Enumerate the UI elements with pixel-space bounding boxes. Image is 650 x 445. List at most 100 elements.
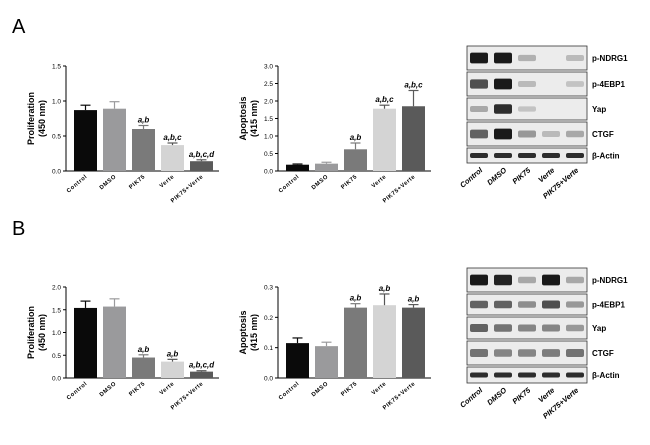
x-tick-label: DMSO bbox=[99, 381, 118, 398]
blot-band bbox=[518, 106, 536, 112]
bar-control bbox=[74, 307, 97, 378]
y-tick-label: 0.2 bbox=[264, 315, 273, 322]
x-tick-label: Control bbox=[278, 174, 301, 195]
bar-pik75 bbox=[132, 357, 155, 378]
blot-protein-label: Yap bbox=[592, 324, 606, 333]
bar-chart-b-proliferation: 0.0 0.5 1.0 1.5 2.0 Proliferation (450 nm) Cont… bbox=[26, 285, 219, 411]
blot-protein-label: p-4EBP1 bbox=[592, 80, 625, 89]
blot-band bbox=[518, 301, 536, 308]
blot-lane-label: PIK75 bbox=[511, 165, 533, 186]
y-axis-label: Apoptosis bbox=[238, 97, 248, 141]
x-tick-label: Verte bbox=[371, 381, 388, 397]
blot-band bbox=[494, 128, 512, 140]
y-tick-label: 2.5 bbox=[264, 81, 273, 88]
y-tick-label: 1.5 bbox=[52, 307, 61, 314]
bar-pik75-verte bbox=[402, 307, 425, 378]
blot-band bbox=[494, 52, 512, 64]
significance-label: a,b,c bbox=[163, 133, 182, 142]
significance-label: a,b bbox=[138, 345, 150, 354]
western-blot-b: p-NDRG1 p-4EBP1 Yap CTGF β-Actin Control DMSO P… bbox=[458, 267, 628, 421]
significance-label: a,b bbox=[167, 349, 179, 358]
x-tick-label: PIK75 bbox=[128, 381, 147, 398]
bar-chart-a-apoptosis: 0.0 0.5 1.0 1.5 2.0 2.5 3.0 Apoptosis (415 nm) Co… bbox=[238, 64, 431, 204]
blot-band bbox=[542, 300, 560, 309]
y-axis-label: Apoptosis bbox=[238, 311, 248, 355]
blot-lane-label: Verte bbox=[536, 386, 556, 405]
y-tick-label: 1.5 bbox=[52, 64, 61, 71]
blot-band bbox=[518, 54, 536, 62]
y-tick-label: 0.1 bbox=[264, 345, 273, 352]
bar-verte bbox=[373, 108, 396, 171]
bar-chart-a-proliferation: 0.0 0.5 1.0 1.5 Proliferation (450 nm) Control… bbox=[26, 64, 219, 204]
blot-band bbox=[542, 131, 560, 137]
bar-verte bbox=[161, 145, 184, 171]
blot-protein-label: β-Actin bbox=[592, 152, 620, 161]
blot-lane-label: Control bbox=[458, 165, 485, 190]
blot-band bbox=[542, 153, 560, 158]
bar-pik75 bbox=[344, 149, 367, 171]
blot-band bbox=[566, 55, 584, 61]
blot-lane-label: Verte bbox=[536, 166, 556, 185]
blot-protein-label: p-NDRG1 bbox=[592, 276, 628, 285]
bar-dmso bbox=[103, 306, 126, 378]
blot-band bbox=[470, 324, 488, 332]
x-tick-label: DMSO bbox=[311, 174, 330, 191]
blot-band bbox=[494, 372, 512, 378]
bar-pik75 bbox=[344, 307, 367, 378]
blot-strip bbox=[466, 316, 588, 340]
y-tick-label: 0.5 bbox=[52, 353, 61, 360]
y-tick-label: 3.0 bbox=[264, 64, 273, 71]
blot-band bbox=[566, 301, 584, 308]
bar-verte bbox=[373, 305, 396, 378]
x-tick-label: Control bbox=[278, 381, 301, 402]
blot-band bbox=[542, 324, 560, 332]
panel-letter-b: B bbox=[12, 218, 26, 240]
x-tick-label: DMSO bbox=[99, 174, 118, 191]
bar-control bbox=[74, 110, 97, 171]
y-axis-unit: (450 nm) bbox=[37, 100, 47, 137]
significance-label: a,b bbox=[350, 294, 362, 303]
blot-band bbox=[542, 372, 560, 378]
significance-label: a,b bbox=[408, 295, 420, 304]
blot-strip bbox=[466, 97, 588, 121]
bar-control bbox=[286, 164, 309, 171]
x-tick-label: Verte bbox=[371, 174, 388, 190]
blot-band bbox=[494, 300, 512, 309]
bar-dmso bbox=[315, 346, 338, 378]
y-axis-unit: (415 nm) bbox=[249, 314, 259, 351]
blot-band bbox=[518, 349, 536, 357]
blot-band bbox=[470, 129, 488, 139]
y-axis-unit: (450 nm) bbox=[37, 314, 47, 351]
bar-chart-b-apoptosis: 0.0 0.1 0.2 0.3 Apoptosis (415 nm) Control DMSO… bbox=[238, 284, 431, 411]
y-tick-label: 2.0 bbox=[264, 99, 273, 106]
blot-band bbox=[518, 81, 536, 87]
x-tick-label: PIK75 bbox=[340, 174, 359, 191]
y-tick-label: 0.5 bbox=[264, 151, 273, 158]
bar-pik75 bbox=[132, 129, 155, 171]
bar-control bbox=[286, 343, 309, 378]
y-axis-label: Proliferation bbox=[26, 306, 36, 359]
blot-protein-label: p-4EBP1 bbox=[592, 301, 625, 310]
blot-protein-label: β-Actin bbox=[592, 371, 620, 380]
blot-band bbox=[470, 106, 488, 112]
blot-band bbox=[494, 153, 512, 158]
blot-band bbox=[494, 78, 512, 90]
blot-band bbox=[542, 274, 560, 286]
blot-lane-label: DMSO bbox=[485, 166, 508, 187]
blot-lane-label: DMSO bbox=[485, 386, 508, 407]
blot-band bbox=[518, 372, 536, 378]
blot-band bbox=[566, 153, 584, 158]
y-tick-label: 0.0 bbox=[264, 169, 273, 176]
blot-band bbox=[470, 52, 488, 64]
significance-label: a,b bbox=[138, 116, 150, 125]
blot-band bbox=[566, 372, 584, 378]
x-tick-label: PIK75 bbox=[128, 174, 147, 191]
y-tick-label: 2.0 bbox=[52, 285, 61, 292]
blot-band bbox=[566, 276, 584, 284]
blot-band bbox=[470, 153, 488, 158]
blot-band bbox=[518, 324, 536, 332]
y-axis-unit: (415 nm) bbox=[249, 100, 259, 137]
blot-band bbox=[566, 348, 584, 358]
blot-band bbox=[494, 324, 512, 332]
blot-band bbox=[518, 153, 536, 158]
